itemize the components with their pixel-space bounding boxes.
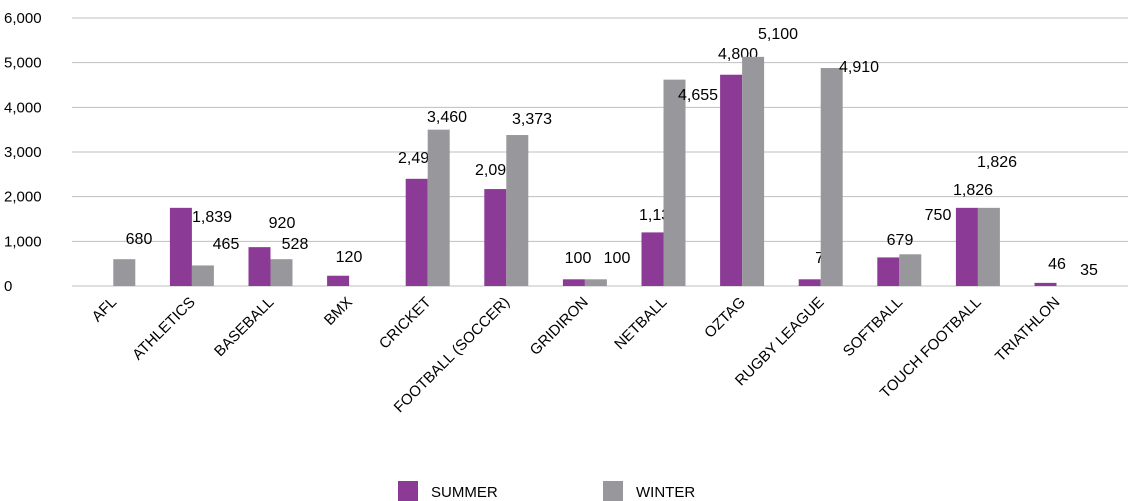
bar-winter bbox=[820, 68, 843, 286]
data-label: 4,910 bbox=[839, 59, 879, 76]
bar-summer bbox=[169, 207, 192, 286]
y-tick-label: 1,000 bbox=[4, 233, 42, 250]
data-label: 920 bbox=[269, 215, 296, 232]
data-label: 5,100 bbox=[758, 26, 798, 43]
data-label: 3,373 bbox=[512, 111, 552, 128]
bar-summer bbox=[484, 189, 507, 286]
x-tick-label: AFL bbox=[89, 294, 120, 325]
bar-summer bbox=[562, 279, 585, 286]
y-tick-label: 5,000 bbox=[4, 55, 42, 72]
y-tick-label: 4,000 bbox=[4, 99, 42, 116]
bar-summer bbox=[641, 232, 664, 286]
x-tick-label: NETBALL bbox=[611, 294, 670, 353]
data-label: 35 bbox=[1080, 262, 1098, 279]
bar-winter bbox=[584, 279, 607, 286]
y-tick-label: 0 bbox=[4, 278, 12, 295]
data-label: 1,826 bbox=[953, 182, 993, 199]
data-label: 750 bbox=[925, 207, 952, 224]
bar-winter bbox=[427, 129, 450, 286]
data-label: 4,655 bbox=[678, 87, 718, 104]
bar-summer bbox=[248, 247, 271, 286]
bar-winter bbox=[191, 265, 214, 286]
data-label: 100 bbox=[565, 250, 592, 267]
legend-label: SUMMER bbox=[431, 484, 498, 501]
bar-winter bbox=[270, 259, 293, 286]
data-label: 1,839 bbox=[192, 209, 232, 226]
bar-summer bbox=[1034, 282, 1057, 286]
bar-winter bbox=[977, 207, 1000, 286]
bar-summer bbox=[720, 74, 743, 286]
data-label: 1,826 bbox=[977, 154, 1017, 171]
bar-winter bbox=[113, 259, 136, 286]
data-label: 120 bbox=[336, 249, 363, 266]
x-tick-label: GRIDIRON bbox=[527, 294, 592, 359]
x-tick-label: ATHLETICS bbox=[129, 294, 199, 364]
y-tick-label: 2,000 bbox=[4, 189, 42, 206]
data-label: 679 bbox=[887, 232, 914, 249]
legend-swatch bbox=[603, 481, 623, 501]
bar-winter bbox=[742, 56, 765, 286]
data-label: 100 bbox=[604, 250, 631, 267]
legend-swatch bbox=[398, 481, 418, 501]
x-tick-label: OZTAG bbox=[701, 294, 749, 342]
data-label: 465 bbox=[213, 236, 240, 253]
bar-winter bbox=[899, 254, 922, 286]
x-tick-label: BASEBALL bbox=[211, 294, 277, 360]
data-label: 680 bbox=[126, 231, 153, 248]
legend-label: WINTER bbox=[636, 484, 695, 501]
bar-summer bbox=[798, 279, 821, 286]
y-tick-label: 3,000 bbox=[4, 144, 42, 161]
bar-summer bbox=[327, 275, 350, 286]
data-label: 528 bbox=[282, 236, 309, 253]
data-label: 46 bbox=[1048, 256, 1066, 273]
bar-winter bbox=[663, 79, 686, 286]
bar-winter bbox=[506, 135, 529, 286]
bar-summer bbox=[877, 257, 900, 286]
x-tick-label: BMX bbox=[321, 294, 356, 329]
x-tick-label: SOFTBALL bbox=[840, 294, 906, 360]
bar-summer bbox=[405, 178, 428, 286]
x-tick-label: TRIATHLON bbox=[992, 294, 1063, 365]
y-tick-label: 6,000 bbox=[4, 10, 42, 27]
data-label: 2,093 bbox=[475, 162, 515, 179]
bar-summer bbox=[955, 207, 978, 286]
data-label: 3,460 bbox=[427, 109, 467, 126]
x-tick-label: CRICKET bbox=[376, 294, 435, 353]
